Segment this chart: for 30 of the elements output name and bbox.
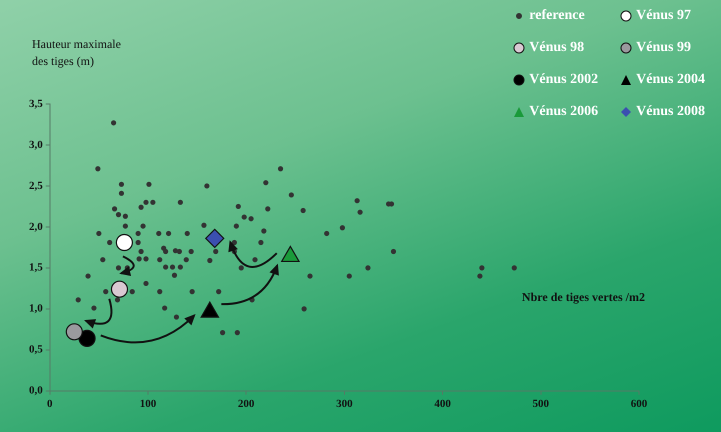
legend-label: Vénus 2004 xyxy=(636,72,705,88)
point xyxy=(110,280,128,298)
x-axis-title: Nbre de tiges vertes /m2 xyxy=(522,290,645,305)
x-tick-label: 600 xyxy=(630,398,648,410)
y-tick-label: 3,5 xyxy=(29,98,44,110)
legend-label: Vénus 97 xyxy=(636,8,691,24)
point xyxy=(66,323,83,340)
x-tick-label: 500 xyxy=(532,398,550,410)
x-tick-label: 0 xyxy=(47,398,53,410)
legend-label: Vénus 2002 xyxy=(529,72,598,88)
y-tick-label: 2,0 xyxy=(29,220,44,233)
y-axis-title: Hauteur maximale des tiges (m) xyxy=(32,36,122,70)
x-tick-label: 100 xyxy=(140,398,157,410)
legend-label: Vénus 2008 xyxy=(636,104,705,120)
legend-label: Vénus 98 xyxy=(529,40,584,56)
y-tick-label: 3,0 xyxy=(29,138,44,151)
point xyxy=(205,228,224,248)
y-tick-label: 1,5 xyxy=(29,262,44,274)
x-tick-label: 300 xyxy=(336,398,354,410)
y-tick-label: 1,0 xyxy=(29,302,44,315)
point xyxy=(78,330,96,347)
legend-label: reference xyxy=(529,8,585,24)
y-tick-label: 0,0 xyxy=(29,384,44,397)
y-tick-label: 2,5 xyxy=(29,180,44,192)
legend-label: Vénus 99 xyxy=(636,40,691,56)
y-tick-label: 0,5 xyxy=(29,344,44,356)
point xyxy=(116,234,133,252)
legend-label: Vénus 2006 xyxy=(529,104,598,120)
x-tick-label: 400 xyxy=(434,398,452,410)
x-tick-label: 200 xyxy=(238,398,255,410)
